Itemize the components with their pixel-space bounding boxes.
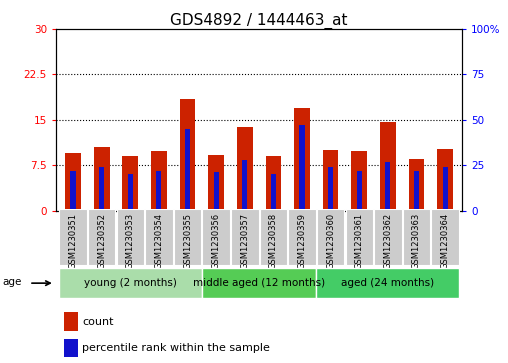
Text: GSM1230360: GSM1230360 (326, 213, 335, 269)
Bar (294, 108, 310, 211)
Text: GSM1230354: GSM1230354 (154, 213, 164, 269)
Bar (145, 209, 173, 265)
Bar (71, 171, 76, 211)
Bar (185, 129, 190, 211)
Bar (59, 209, 87, 265)
Bar (237, 127, 252, 211)
Text: percentile rank within the sample: percentile rank within the sample (82, 343, 270, 353)
Bar (260, 209, 287, 265)
Bar (316, 269, 459, 298)
Bar (156, 171, 162, 211)
Bar (414, 171, 419, 211)
Bar (437, 149, 453, 211)
Bar (208, 155, 224, 211)
Text: GSM1230364: GSM1230364 (440, 213, 450, 269)
Bar (64, 313, 78, 331)
Bar (345, 209, 373, 265)
Text: GSM1230362: GSM1230362 (384, 213, 392, 269)
Bar (328, 167, 333, 211)
Text: GSM1230358: GSM1230358 (269, 213, 278, 269)
Bar (403, 209, 430, 265)
Text: aged (24 months): aged (24 months) (341, 278, 434, 288)
Bar (266, 156, 281, 211)
Text: GSM1230356: GSM1230356 (212, 213, 220, 269)
Bar (288, 209, 316, 265)
Bar (116, 209, 144, 265)
Bar (352, 151, 367, 211)
Bar (242, 160, 247, 211)
Bar (299, 125, 305, 211)
Text: GSM1230361: GSM1230361 (355, 213, 364, 269)
Bar (59, 269, 202, 298)
Text: GSM1230359: GSM1230359 (298, 213, 306, 269)
Bar (271, 174, 276, 211)
Bar (442, 167, 448, 211)
Bar (323, 150, 338, 211)
Bar (151, 151, 167, 211)
Text: GSM1230357: GSM1230357 (240, 213, 249, 269)
Bar (213, 172, 219, 211)
Bar (408, 159, 424, 211)
Bar (122, 156, 138, 211)
Bar (174, 209, 201, 265)
Bar (380, 122, 396, 211)
Bar (357, 171, 362, 211)
Text: GSM1230352: GSM1230352 (97, 213, 106, 269)
Text: GSM1230351: GSM1230351 (69, 213, 78, 269)
Bar (64, 339, 78, 357)
Bar (431, 209, 459, 265)
Title: GDS4892 / 1444463_at: GDS4892 / 1444463_at (170, 13, 348, 29)
Bar (317, 209, 344, 265)
Text: young (2 months): young (2 months) (84, 278, 177, 288)
Bar (94, 147, 110, 211)
Bar (180, 99, 196, 211)
Bar (231, 209, 259, 265)
Bar (202, 209, 230, 265)
Text: count: count (82, 317, 114, 327)
Text: GSM1230355: GSM1230355 (183, 213, 192, 269)
Text: GSM1230353: GSM1230353 (126, 213, 135, 269)
Bar (65, 153, 81, 211)
Text: age: age (3, 277, 22, 286)
Text: GSM1230363: GSM1230363 (412, 213, 421, 269)
Bar (374, 209, 402, 265)
Bar (202, 269, 316, 298)
Bar (128, 174, 133, 211)
Text: middle aged (12 months): middle aged (12 months) (193, 278, 325, 288)
Bar (88, 209, 115, 265)
Bar (385, 162, 391, 211)
Bar (99, 167, 104, 211)
